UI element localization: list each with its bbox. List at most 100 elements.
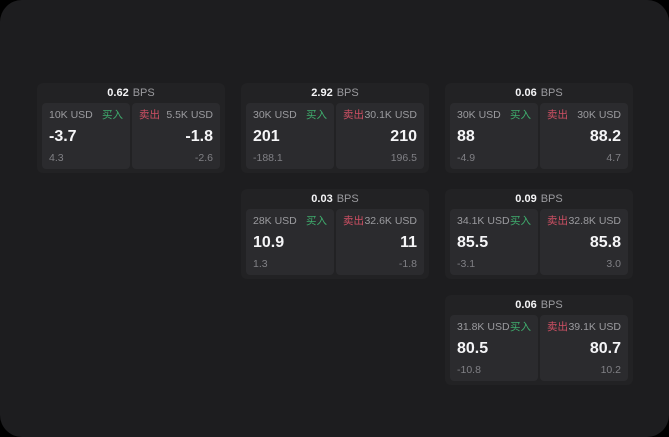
quote-tiles: 10K USD 买入 -3.7 4.3 卖出 5.5K USD -1.8 -2.…: [37, 103, 225, 169]
sell-size: 30.1K USD: [364, 109, 417, 121]
buy-tile-top: 34.1K USD 买入: [457, 215, 531, 227]
buy-size: 31.8K USD: [457, 321, 510, 333]
sell-sub-value: 196.5: [390, 152, 417, 164]
sell-tile[interactable]: 卖出 5.5K USD -1.8 -2.6: [132, 103, 220, 169]
bps-unit-label: BPS: [132, 87, 155, 99]
quote-tiles: 31.8K USD 买入 80.5 -10.8 卖出 39.1K USD 80.…: [445, 315, 633, 381]
buy-price: 10.9: [253, 233, 285, 251]
bps-unit-label: BPS: [540, 87, 563, 99]
buy-size: 10K USD: [49, 109, 93, 121]
sell-size: 32.8K USD: [568, 215, 621, 227]
bps-header: 0.03 BPS: [241, 189, 429, 209]
buy-size: 34.1K USD: [457, 215, 510, 227]
bps-header: 0.62 BPS: [37, 83, 225, 103]
buy-tile-top: 10K USD 买入: [49, 109, 123, 121]
bps-header: 0.09 BPS: [445, 189, 633, 209]
quote-tiles: 34.1K USD 买入 85.5 -3.1 卖出 32.8K USD 85.8…: [445, 209, 633, 275]
sell-price: 11: [400, 233, 417, 251]
sell-size: 30K USD: [577, 109, 621, 121]
bps-unit-label: BPS: [336, 87, 359, 99]
bps-header: 0.06 BPS: [445, 295, 633, 315]
quote-tiles: 30K USD 买入 201 -188.1 卖出 30.1K USD 210 1…: [241, 103, 429, 169]
buy-tile[interactable]: 10K USD 买入 -3.7 4.3: [42, 103, 130, 169]
quote-card-grid: 0.62 BPS 10K USD 买入 -3.7 4.3 卖出 5.5K USD: [37, 83, 633, 385]
sell-price: 210: [390, 127, 417, 145]
buy-tile-top: 30K USD 买入: [253, 109, 327, 121]
sell-tile-top: 卖出 30.1K USD: [343, 109, 417, 121]
bps-value: 0.06: [515, 87, 537, 99]
buy-tile[interactable]: 28K USD 买入 10.9 1.3: [246, 209, 334, 275]
buy-tile[interactable]: 30K USD 买入 88 -4.9: [450, 103, 538, 169]
quote-card: 0.09 BPS 34.1K USD 买入 85.5 -3.1 卖出 32.8K…: [445, 189, 633, 279]
buy-tile[interactable]: 34.1K USD 买入 85.5 -3.1: [450, 209, 538, 275]
buy-tile-top: 30K USD 买入: [457, 109, 531, 121]
sell-tile-top: 卖出 39.1K USD: [547, 321, 621, 333]
sell-side-label: 卖出: [343, 215, 364, 227]
buy-side-label: 买入: [510, 109, 531, 121]
sell-tile-top: 卖出 30K USD: [547, 109, 621, 121]
quote-card: 0.62 BPS 10K USD 买入 -3.7 4.3 卖出 5.5K USD: [37, 83, 225, 173]
sell-tile[interactable]: 卖出 30K USD 88.2 4.7: [540, 103, 628, 169]
bps-unit-label: BPS: [540, 299, 563, 311]
sell-tile[interactable]: 卖出 32.8K USD 85.8 3.0: [540, 209, 628, 275]
sell-price: -1.8: [185, 127, 213, 145]
sell-price: 80.7: [589, 339, 621, 357]
buy-sub-value: -10.8: [457, 364, 481, 376]
buy-sub-value: -188.1: [253, 152, 283, 164]
sell-sub-value: -2.6: [194, 152, 213, 164]
buy-side-label: 买入: [102, 109, 123, 121]
buy-price: 88: [457, 127, 475, 145]
sell-tile-top: 卖出 5.5K USD: [139, 109, 213, 121]
buy-tile[interactable]: 31.8K USD 买入 80.5 -10.8: [450, 315, 538, 381]
buy-price: 85.5: [457, 233, 489, 251]
quote-card: 2.92 BPS 30K USD 买入 201 -188.1 卖出 30.1K …: [241, 83, 429, 173]
quote-card: 0.06 BPS 30K USD 买入 88 -4.9 卖出 30K USD: [445, 83, 633, 173]
sell-size: 5.5K USD: [166, 109, 213, 121]
quote-tiles: 28K USD 买入 10.9 1.3 卖出 32.6K USD 11 -1.8: [241, 209, 429, 275]
quote-card: 0.03 BPS 28K USD 买入 10.9 1.3 卖出 32.6K US…: [241, 189, 429, 279]
bps-unit-label: BPS: [336, 193, 359, 205]
bps-value: 0.09: [515, 193, 537, 205]
sell-tile[interactable]: 卖出 32.6K USD 11 -1.8: [336, 209, 424, 275]
sell-tile[interactable]: 卖出 39.1K USD 80.7 10.2: [540, 315, 628, 381]
buy-side-label: 买入: [306, 215, 327, 227]
sell-price: 85.8: [589, 233, 621, 251]
sell-side-label: 卖出: [547, 321, 568, 333]
sell-sub-value: 10.2: [600, 364, 621, 376]
quote-tiles: 30K USD 买入 88 -4.9 卖出 30K USD 88.2 4.7: [445, 103, 633, 169]
sell-side-label: 卖出: [343, 109, 364, 121]
sell-sub-value: 4.7: [606, 152, 621, 164]
sell-sub-value: -1.8: [398, 258, 417, 270]
bps-value: 2.92: [311, 87, 333, 99]
bps-value: 0.06: [515, 299, 537, 311]
bps-unit-label: BPS: [540, 193, 563, 205]
bps-value: 0.03: [311, 193, 333, 205]
buy-sub-value: 4.3: [49, 152, 64, 164]
sell-price: 88.2: [589, 127, 621, 145]
buy-tile-top: 28K USD 买入: [253, 215, 327, 227]
quote-card: 0.06 BPS 31.8K USD 买入 80.5 -10.8 卖出 39.1…: [445, 295, 633, 385]
buy-size: 30K USD: [253, 109, 297, 121]
sell-tile[interactable]: 卖出 30.1K USD 210 196.5: [336, 103, 424, 169]
buy-side-label: 买入: [510, 321, 531, 333]
sell-tile-top: 卖出 32.6K USD: [343, 215, 417, 227]
buy-sub-value: -3.1: [457, 258, 476, 270]
sell-tile-top: 卖出 32.8K USD: [547, 215, 621, 227]
buy-sub-value: 1.3: [253, 258, 268, 270]
bps-value: 0.62: [107, 87, 129, 99]
sell-size: 39.1K USD: [568, 321, 621, 333]
buy-sub-value: -4.9: [457, 152, 476, 164]
buy-size: 30K USD: [457, 109, 501, 121]
buy-price: 80.5: [457, 339, 489, 357]
buy-tile-top: 31.8K USD 买入: [457, 321, 531, 333]
sell-side-label: 卖出: [139, 109, 160, 121]
sell-side-label: 卖出: [547, 109, 568, 121]
sell-size: 32.6K USD: [364, 215, 417, 227]
bps-header: 0.06 BPS: [445, 83, 633, 103]
buy-price: 201: [253, 127, 280, 145]
sell-sub-value: 3.0: [606, 258, 621, 270]
buy-side-label: 买入: [510, 215, 531, 227]
buy-price: -3.7: [49, 127, 77, 145]
buy-tile[interactable]: 30K USD 买入 201 -188.1: [246, 103, 334, 169]
